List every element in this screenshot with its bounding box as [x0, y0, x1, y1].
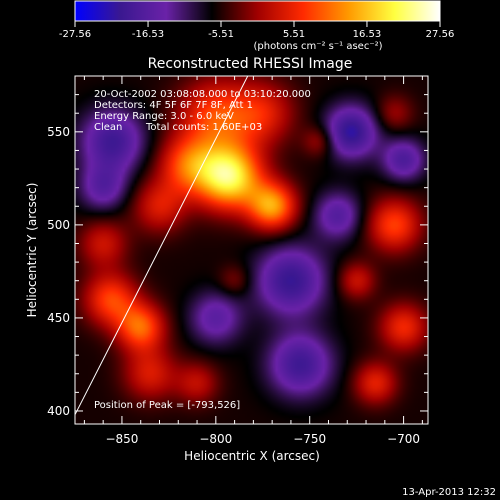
colorbar-tick-label: -27.56: [59, 29, 91, 40]
colorbar-tick-label: -16.53: [132, 29, 164, 40]
colorbar-unit-label: (photons cm⁻² s⁻¹ asec⁻²): [253, 41, 382, 52]
plot-frame: [74, 75, 429, 425]
colorbar-rect: [74, 0, 441, 22]
colorbar-tick-label: 16.53: [353, 29, 382, 40]
total-counts-text: Total counts: 1.60E+03: [145, 122, 262, 133]
clean-text: Clean: [94, 122, 122, 133]
heatmap-image: [75, 76, 428, 424]
peak-position-text: Position of Peak = [-793,526]: [94, 400, 240, 411]
detectors-text: Detectors: 4F 5F 6F 7F 8F, Att 1: [94, 100, 253, 111]
chart-title: Reconstructed RHESSI Image: [148, 56, 353, 72]
y-axis-label: Heliocentric Y (arcsec): [25, 183, 39, 318]
heatmap-area: [75, 76, 428, 424]
y-tick-label: 550: [47, 125, 70, 139]
colorbar: -27.56 -16.53 -5.51 5.51 16.53 27.56 (photons…: [59, 0, 454, 52]
y-axis: 400 450 500 550: [47, 94, 428, 418]
x-axis: −850 −800 −750 −700: [83, 76, 423, 446]
colorbar-ticks: -27.56 -16.53 -5.51 5.51 16.53 27.56: [59, 21, 454, 40]
x-tick-label: −700: [387, 432, 420, 446]
energy-range-text: Energy Range: 3.0 - 6.0 keV: [94, 111, 234, 122]
x-tick-label: −750: [293, 432, 326, 446]
colorbar-tick-label: 5.51: [283, 29, 305, 40]
x-tick-label: −850: [105, 432, 138, 446]
time-range-text: 20-Oct-2002 03:08:08.000 to 03:10:20.000: [94, 89, 311, 100]
info-annotations: 20-Oct-2002 03:08:08.000 to 03:10:20.000…: [94, 89, 311, 411]
x-axis-label: Heliocentric X (arcsec): [184, 449, 320, 463]
y-tick-label: 400: [47, 404, 70, 418]
colorbar-tick-label: 27.56: [426, 29, 455, 40]
y-tick-label: 500: [47, 218, 70, 232]
colorbar-tick-label: -5.51: [208, 29, 234, 40]
footer-date: 13-Apr-2013 12:32: [402, 487, 496, 498]
x-tick-label: −800: [199, 432, 232, 446]
solar-limb-line: [75, 76, 249, 415]
y-tick-label: 450: [47, 311, 70, 325]
